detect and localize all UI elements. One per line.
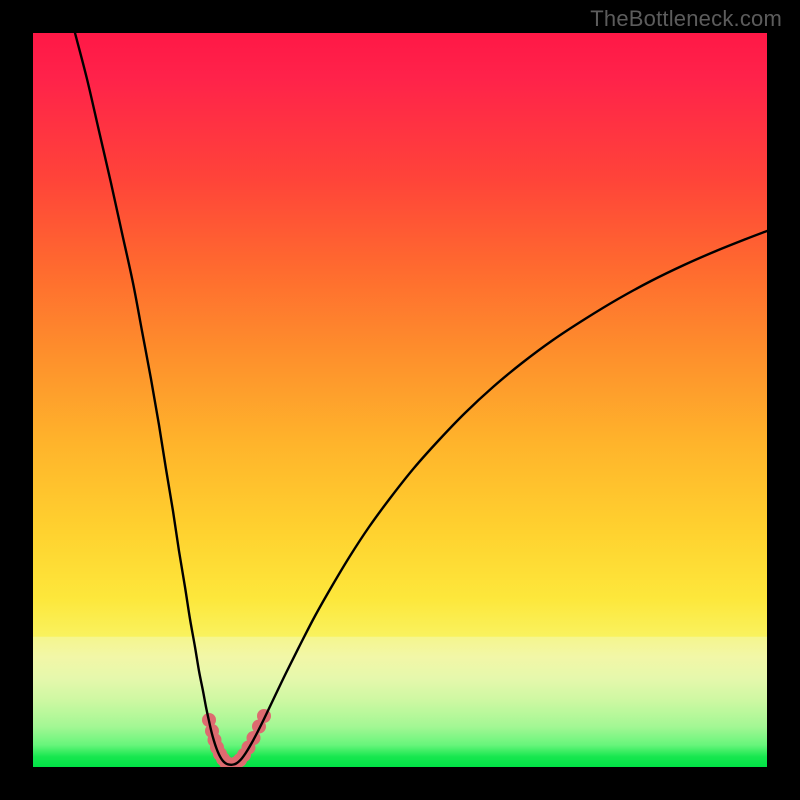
watermark-text: TheBottleneck.com [590,6,782,32]
chart-svg [33,33,767,767]
bottleneck-curve [75,33,767,765]
plot-area [33,33,767,767]
